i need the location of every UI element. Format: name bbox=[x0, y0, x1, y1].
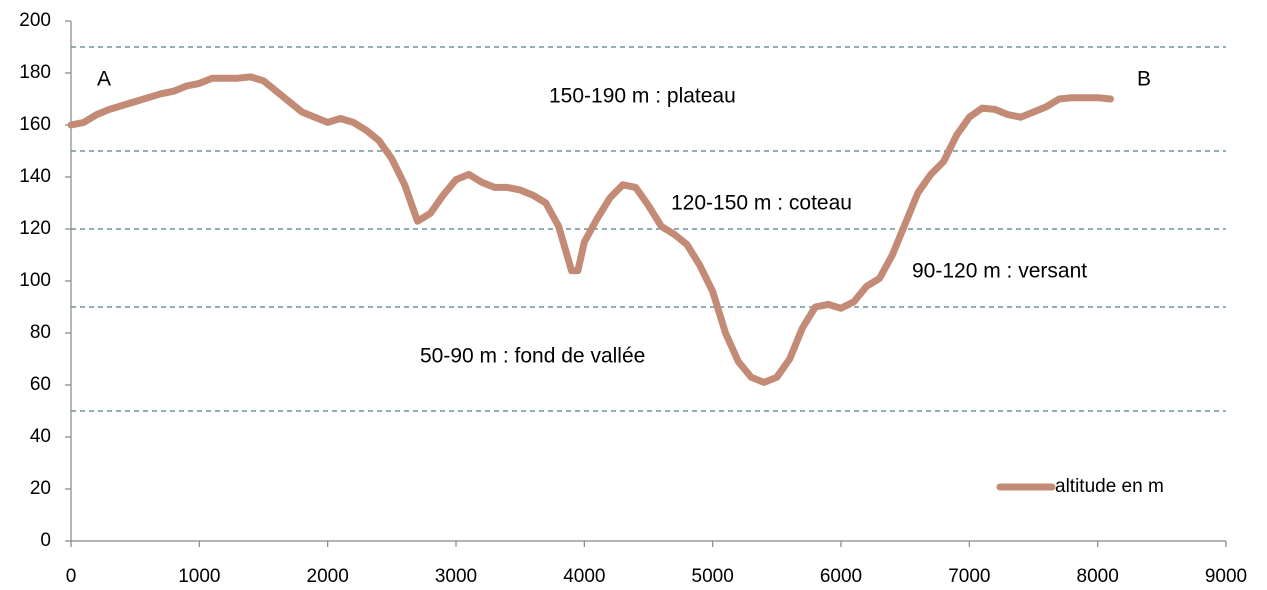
annotation: 150-190 m : plateau bbox=[549, 85, 736, 108]
legend-label: altitude en m bbox=[1055, 476, 1164, 497]
y-tick-label: 60 bbox=[30, 374, 51, 395]
annotation: A bbox=[97, 68, 111, 91]
x-tick-label: 9000 bbox=[1205, 566, 1247, 587]
y-tick-label: 0 bbox=[40, 530, 51, 551]
y-tick-label: 180 bbox=[19, 62, 51, 83]
y-tick-label: 100 bbox=[19, 270, 51, 291]
x-tick-label: 3000 bbox=[435, 566, 477, 587]
x-tick-label: 4000 bbox=[563, 566, 605, 587]
x-tick-label: 1000 bbox=[178, 566, 220, 587]
y-tick-label: 120 bbox=[19, 218, 51, 239]
x-tick-label: 8000 bbox=[1077, 566, 1119, 587]
annotation: 90-120 m : versant bbox=[912, 260, 1087, 283]
y-tick-label: 160 bbox=[19, 114, 51, 135]
y-tick-label: 40 bbox=[30, 426, 51, 447]
annotation: 120-150 m : coteau bbox=[671, 192, 852, 215]
x-tick-label: 6000 bbox=[820, 566, 862, 587]
data-line bbox=[67, 73, 1114, 386]
y-tick-label: 200 bbox=[19, 10, 51, 31]
y-tick-label: 80 bbox=[30, 322, 51, 343]
x-tick-label: 2000 bbox=[307, 566, 349, 587]
annotation: B bbox=[1137, 68, 1151, 91]
annotation: 50-90 m : fond de vallée bbox=[420, 345, 645, 368]
x-tick-label: 0 bbox=[66, 566, 77, 587]
x-tick-label: 5000 bbox=[692, 566, 734, 587]
y-tick-label: 140 bbox=[19, 166, 51, 187]
x-tick-label: 7000 bbox=[948, 566, 990, 587]
y-tick-label: 20 bbox=[30, 478, 51, 499]
